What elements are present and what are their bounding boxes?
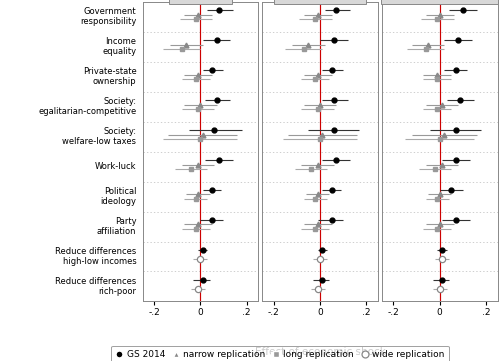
Text: Government
responsibility: Government responsibility [80, 7, 136, 26]
Text: Effect of economic shock: Effect of economic shock [254, 347, 386, 357]
Text: B. cohort effects: B. cohort effects [277, 0, 363, 2]
Text: Political
ideology: Political ideology [100, 187, 136, 206]
Text: Society:
egalitarian-competitive: Society: egalitarian-competitive [38, 97, 136, 116]
Text: Work-luck: Work-luck [95, 162, 136, 171]
Text: Society:
welfare-low taxes: Society: welfare-low taxes [62, 127, 136, 146]
Text: Private-state
ownership: Private-state ownership [82, 67, 136, 86]
Legend: GS 2014, narrow replication, long replication, wide replication: GS 2014, narrow replication, long replic… [111, 346, 449, 361]
Text: Reduce differences
rich-poor: Reduce differences rich-poor [55, 277, 136, 296]
Text: Party
affiliation: Party affiliation [97, 217, 136, 236]
Text: A. baseline: A. baseline [172, 0, 229, 2]
Text: Income
equality: Income equality [102, 37, 136, 56]
Text: Reduce differences
high-low incomes: Reduce differences high-low incomes [55, 247, 136, 266]
Text: C. additional controls: C. additional controls [384, 0, 496, 2]
